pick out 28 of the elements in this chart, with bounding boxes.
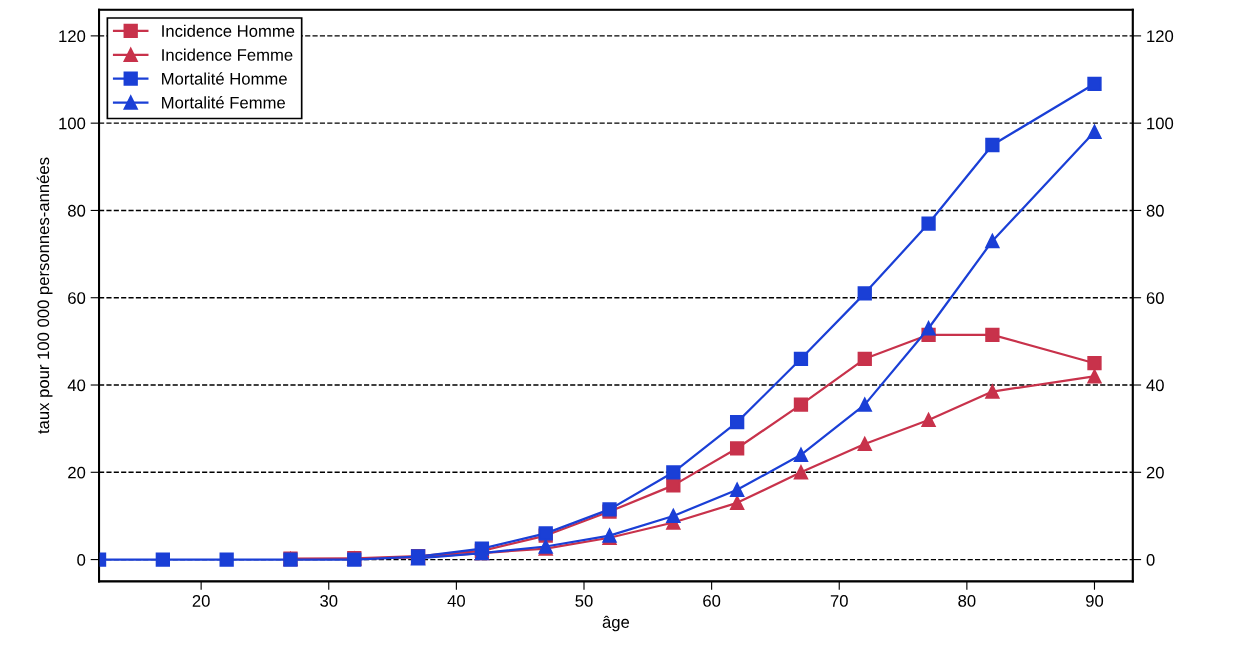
y-tick-label: 40 [67, 379, 86, 392]
legend-label: Mortalité Homme [162, 72, 287, 85]
x-tick-label: 30 [320, 595, 338, 607]
y-tick-label: 20 [68, 466, 86, 479]
y2-tick-label: 0 [1146, 553, 1155, 566]
y2-tick-label: 20 [1146, 466, 1164, 479]
y-axis-title: taux pour 100 000 personnes-années [36, 157, 53, 434]
y2-tick-label: 100 [1147, 117, 1174, 130]
y-tick-label: 80 [68, 204, 86, 217]
y2-tick-label: 80 [1146, 204, 1164, 217]
x-tick-label: 40 [447, 595, 465, 607]
y2-tick-label: 40 [1146, 379, 1164, 392]
legend-label: Incidence Femme [162, 48, 293, 61]
x-tick-label: 20 [192, 595, 210, 607]
x-axis-title: âge [602, 615, 630, 632]
x-tick-label: 70 [830, 595, 848, 607]
y-tick-label: 60 [68, 292, 86, 304]
x-tick-label: 50 [575, 595, 593, 607]
legend-label: Incidence Homme [162, 24, 295, 37]
y2-tick-label: 120 [1147, 30, 1174, 43]
legend-label: Mortalité Femme [162, 96, 285, 109]
x-tick-label: 60 [703, 595, 721, 607]
y-tick-label: 120 [59, 30, 86, 43]
y-tick-label: 100 [59, 117, 86, 130]
x-tick-label: 90 [1086, 595, 1104, 607]
x-tick-label: 80 [958, 595, 976, 607]
y-tick-label: 0 [77, 553, 86, 566]
y2-tick-label: 60 [1146, 292, 1164, 304]
